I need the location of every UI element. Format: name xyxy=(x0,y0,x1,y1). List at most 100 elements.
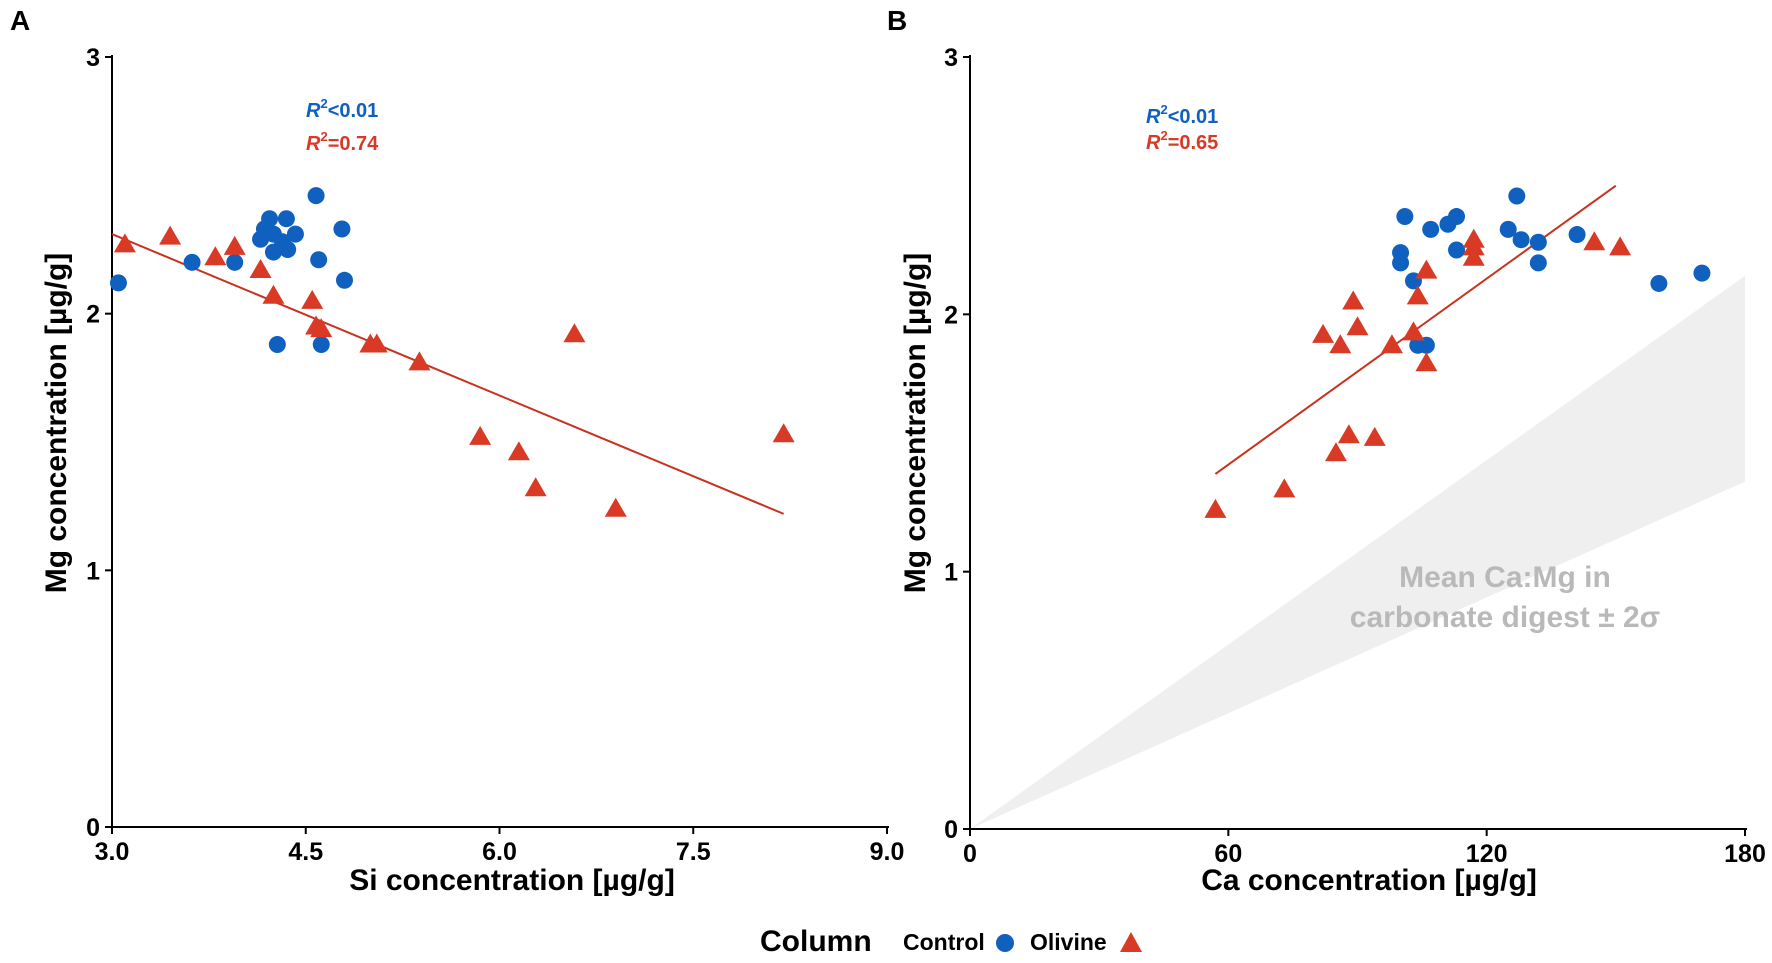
panel-a-olivine-point xyxy=(365,333,388,353)
panel-b-x-tick-label: 0 xyxy=(963,840,977,868)
panel-a-x-tick-label: 6.0 xyxy=(482,838,517,866)
panel-b-olivine-point xyxy=(1415,259,1438,279)
panel-b-olivine-point xyxy=(1324,442,1347,462)
panel-a-x-axis-title: Si concentration [µg/g] xyxy=(349,864,675,897)
panel-a-control-point xyxy=(307,187,325,205)
panel-b-control-point xyxy=(1448,208,1466,226)
panel-a-olivine-point xyxy=(249,259,272,279)
panel-b-olivine-point xyxy=(1204,498,1227,518)
panel-a-y-tick-label: 1 xyxy=(86,557,100,585)
panel-a-olivine-point xyxy=(310,318,333,338)
panel-a-control-point xyxy=(261,210,279,228)
panel-a-olivine-fit-line xyxy=(111,233,785,515)
panel-a-control-r2: R2<0.01 xyxy=(306,96,378,122)
panel-b-control-r2: R2<0.01 xyxy=(1146,102,1218,128)
panel-a-olivine-r2: R2=0.74 xyxy=(306,129,379,155)
triangle-icon xyxy=(1120,932,1142,952)
panel-b-y-tick-label: 3 xyxy=(944,44,958,72)
circle-icon xyxy=(996,934,1014,952)
panel-b-olivine-point xyxy=(1583,231,1606,251)
panel-b-olivine-point xyxy=(1609,236,1632,256)
panel-b-olivine-point xyxy=(1337,424,1360,444)
panel-b-y-tick-label: 0 xyxy=(944,816,958,844)
panel-b-y-axis-title: Mg concentration [µg/g] xyxy=(899,253,932,594)
panel-b-y-tick-label: 2 xyxy=(944,301,958,329)
panel-a-olivine-point xyxy=(262,284,285,304)
panel-b-shade-band xyxy=(970,275,1745,829)
panel-b-control-point xyxy=(1508,187,1526,205)
panel-a-x-tick-label: 7.5 xyxy=(676,838,711,866)
panel-a-olivine-point xyxy=(204,246,227,266)
panel-a-olivine-point xyxy=(408,351,431,371)
panel-b-control-point xyxy=(1512,231,1530,249)
panel-b-control-point xyxy=(1529,233,1547,251)
panel-b-olivine-point xyxy=(1406,285,1429,305)
panel-a-control-point xyxy=(286,225,304,243)
panel-b-x-tick-label: 60 xyxy=(1214,840,1242,868)
panel-a-control-point xyxy=(310,251,328,269)
panel-b-control-point xyxy=(1392,244,1410,262)
panel-b-olivine-point xyxy=(1402,321,1425,341)
panel-b-olivine-point xyxy=(1415,352,1438,372)
panel-a-control-point xyxy=(183,253,201,271)
panel-a-y-axis-title: Mg concentration [µg/g] xyxy=(40,253,73,594)
panel-a-olivine-point xyxy=(563,323,586,343)
panel-b-control-point xyxy=(1448,241,1466,259)
panel-b-olivine-point xyxy=(1462,246,1485,266)
panel-a-control-point xyxy=(336,271,353,289)
shade-label-line-2: carbonate digest ± 2σ xyxy=(1350,601,1660,634)
panel-a-control-point xyxy=(268,335,286,353)
panel-b-olivine-point xyxy=(1342,290,1365,310)
panel-b-olivine-point xyxy=(1312,323,1335,343)
panel-b-olivine-point xyxy=(1346,316,1369,336)
panel-a-control-point xyxy=(277,210,295,228)
panel-b-control-point xyxy=(1417,336,1435,354)
panel-b-control-point xyxy=(1650,274,1668,292)
panel-a-olivine-point xyxy=(507,441,530,461)
panel-a-control-point xyxy=(279,241,297,258)
panel-b-control-point xyxy=(1396,208,1414,226)
panel-b-x-tick-label: 120 xyxy=(1466,840,1508,868)
panel-a-x-tick-label: 3.0 xyxy=(95,838,130,866)
panel-a-olivine-point xyxy=(524,477,547,497)
panel-b-olivine-point xyxy=(1273,478,1296,498)
panel-a-control-point xyxy=(312,335,330,353)
panel-b-olivine-point xyxy=(1462,228,1485,248)
panel-a-olivine-point xyxy=(113,233,136,253)
panel-a-y-tick-label: 0 xyxy=(86,814,100,842)
panel-b-control-point xyxy=(1422,220,1440,238)
panel-a-olivine-point xyxy=(772,423,795,443)
panel-b-olivine-point xyxy=(1329,334,1352,354)
panel-b-olivine-point xyxy=(1363,426,1386,446)
shade-label-line-1: Mean Ca:Mg in xyxy=(1399,561,1611,594)
panel-b-control-point xyxy=(1529,254,1547,272)
panel-a-control-point xyxy=(226,253,244,271)
panel-b-control-point xyxy=(1568,226,1586,244)
panel-a-olivine-point xyxy=(223,235,246,255)
panel-b-x-axis-title: Ca concentration [µg/g] xyxy=(1201,864,1537,897)
panel-a-x-tick-label: 4.5 xyxy=(288,838,323,866)
panel-a-olivine-point xyxy=(469,425,492,445)
panel-b-control-point xyxy=(1693,264,1711,282)
panel-a-y-tick-label: 3 xyxy=(86,44,100,72)
panel-a-olivine-point xyxy=(301,289,324,309)
panel-a-olivine-point xyxy=(604,497,627,517)
panel-a-control-point xyxy=(109,274,127,292)
legend: Column Control Olivine xyxy=(760,925,1142,958)
panel-a: A 3.0 4.5 6.0 7.5 9.0 0 1 2 3 Si concentration [… xyxy=(10,5,904,897)
panel-b-control-point xyxy=(1499,220,1517,238)
panel-a-y-tick-label: 2 xyxy=(86,301,100,329)
panel-b-olivine-point xyxy=(1380,334,1403,354)
panel-a-letter: A xyxy=(10,5,30,36)
legend-label-olivine: Olivine xyxy=(1030,929,1107,955)
panel-a-olivine-point xyxy=(159,225,182,245)
panel-b-olivine-r2: R2=0.65 xyxy=(1146,128,1218,154)
panel-b-x-tick-label: 180 xyxy=(1724,840,1766,868)
legend-label-control: Control xyxy=(903,929,985,955)
panel-a-x-tick-label: 9.0 xyxy=(870,838,905,866)
panel-b-y-tick-label: 1 xyxy=(944,559,958,587)
legend-title: Column xyxy=(760,925,872,958)
panel-a-control-point xyxy=(333,220,351,238)
